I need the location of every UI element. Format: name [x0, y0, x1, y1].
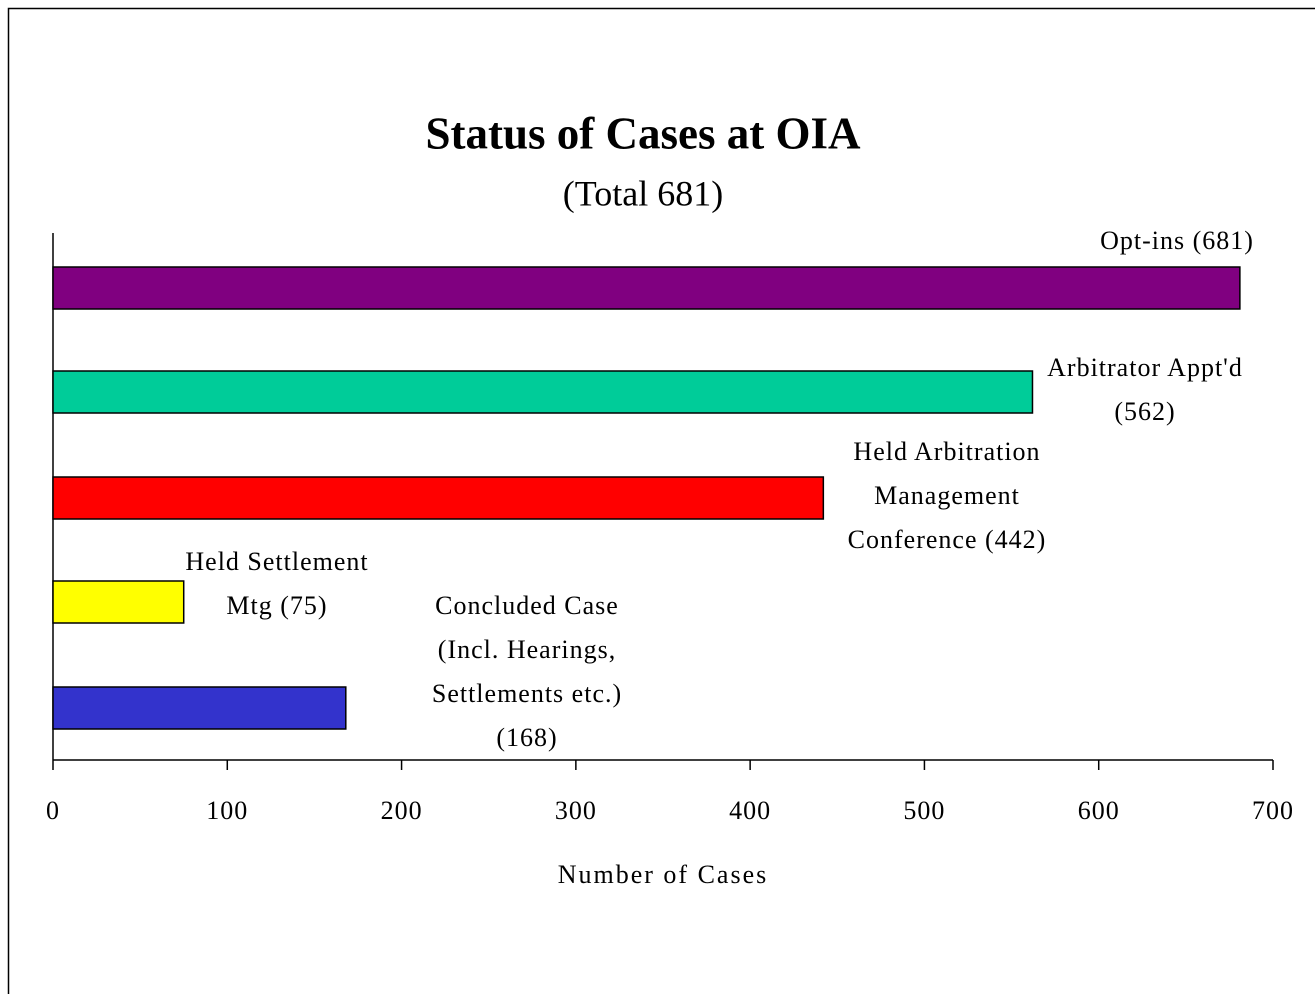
value-label: Arbitrator Appt'd [1047, 353, 1243, 382]
bar [52, 476, 825, 520]
x-axis-label: Number of Cases [558, 860, 769, 889]
x-tick-label: 200 [381, 796, 423, 825]
chart-subtitle: (Total 681) [563, 173, 723, 213]
x-tick-label: 400 [729, 796, 771, 825]
bar [52, 370, 1034, 414]
chart-frame [7, 7, 1315, 994]
x-tick-label: 100 [206, 796, 248, 825]
value-label: Management [874, 481, 1020, 510]
value-label: (168) [496, 723, 557, 752]
x-tick-label: 0 [46, 796, 60, 825]
value-label: Opt-ins (681) [1100, 226, 1254, 255]
value-label: Settlements etc.) [432, 679, 622, 708]
x-tick-label: 500 [903, 796, 945, 825]
chart-title: Status of Cases at OIA [425, 108, 861, 158]
value-label: Held Settlement [185, 547, 368, 576]
value-label: Conference (442) [848, 525, 1047, 554]
x-tick-label: 600 [1078, 796, 1120, 825]
bar [52, 580, 185, 624]
value-label: (Incl. Hearings, [438, 635, 616, 664]
x-tick-label: 700 [1252, 796, 1294, 825]
value-label: Concluded Case [435, 591, 619, 620]
bar [52, 266, 1241, 310]
value-label: Mtg (75) [226, 591, 327, 620]
value-label: Held Arbitration [853, 437, 1040, 466]
value-label: (562) [1114, 397, 1175, 426]
bar [52, 686, 347, 730]
x-tick-label: 300 [555, 796, 597, 825]
